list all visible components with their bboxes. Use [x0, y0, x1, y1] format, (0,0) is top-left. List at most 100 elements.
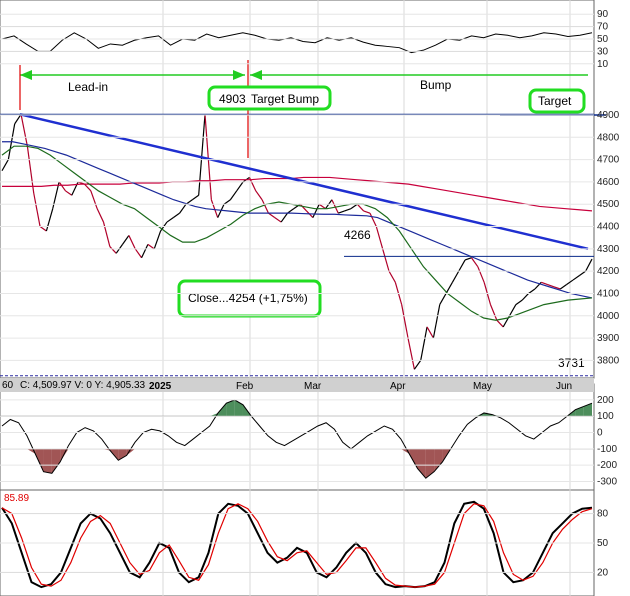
- oscillator-overbought-fill: [583, 403, 592, 417]
- price-segment: [65, 190, 73, 196]
- y-tick-label: 30: [597, 46, 609, 57]
- price-segment: [1, 159, 9, 172]
- y-tick-label: 100: [597, 411, 614, 422]
- y-tick-label: 4700: [597, 155, 620, 166]
- price-segment: [45, 208, 54, 232]
- y-tick-label: 4400: [597, 222, 620, 233]
- price-segment: [553, 286, 561, 290]
- x-tick-label: Apr: [390, 381, 406, 392]
- price-segment: [153, 230, 162, 250]
- level-3731-label: 3731: [558, 356, 585, 370]
- oscillator-oversold-fill: [425, 448, 435, 479]
- price-segment: [566, 279, 574, 286]
- price-segment: [141, 244, 149, 259]
- price-segment: [268, 212, 276, 219]
- y-tick-label: 3900: [597, 333, 620, 344]
- price-segment: [451, 270, 460, 283]
- stochastic-k-line: [1, 500, 593, 589]
- close-note: Close...4254 (+1,75%): [188, 291, 308, 305]
- price-segment: [191, 194, 200, 201]
- price-segment: [274, 217, 282, 223]
- oscillator-oversold-fill: [43, 448, 52, 474]
- status-left: 60: [2, 380, 14, 391]
- price-segment: [287, 208, 295, 214]
- oscillator-overbought-fill: [226, 399, 235, 417]
- oscillator-overbought-fill: [475, 412, 484, 417]
- target-box: [528, 88, 586, 114]
- price-segment: [128, 235, 136, 250]
- stochastic-d-line: [1, 503, 593, 588]
- price-segment: [236, 181, 244, 192]
- price-segment: [477, 266, 485, 283]
- price-segment: [445, 281, 453, 294]
- price-segment: [179, 203, 187, 214]
- price-segment: [515, 299, 523, 306]
- lead-in-arrow-left: [20, 70, 32, 80]
- ma-mid-line: [2, 141, 593, 299]
- price-segment: [166, 217, 174, 223]
- target-bump-box: [207, 85, 332, 111]
- price-segment: [388, 270, 396, 283]
- price-segment: [369, 212, 377, 227]
- lead-in-arrow-right: [233, 70, 245, 80]
- y-tick-label: 50: [597, 34, 609, 45]
- level-4266-label: 4266: [344, 228, 371, 242]
- x-tick-label: May: [473, 381, 492, 392]
- price-segment: [312, 203, 320, 218]
- price-segment: [261, 199, 269, 214]
- price-segment: [356, 203, 365, 212]
- price-segment: [33, 192, 41, 227]
- price-segment: [20, 114, 28, 147]
- x-tick-label: 2025: [149, 381, 172, 392]
- price-segment: [223, 199, 231, 205]
- price-segment: [134, 248, 143, 259]
- ma-short-line: [1, 145, 593, 321]
- price-segment: [489, 304, 498, 321]
- price-segment: [90, 190, 98, 209]
- price-segment: [541, 281, 548, 286]
- y-tick-label: 80: [597, 509, 609, 520]
- ma-long-line: [2, 176, 593, 212]
- y-tick-label: -200: [597, 460, 617, 471]
- y-tick-label: 10: [597, 59, 609, 70]
- bump-label: Bump: [420, 78, 452, 92]
- y-tick-label: 70: [597, 22, 609, 33]
- target-bump-value: 4903: [219, 92, 246, 106]
- x-tick-label: Jun: [556, 381, 572, 392]
- price-segment: [344, 208, 352, 212]
- price-segment: [338, 210, 345, 214]
- price-segment: [172, 212, 180, 219]
- price-segment: [528, 288, 536, 294]
- price-segment: [293, 203, 301, 210]
- y-tick-label: 4100: [597, 288, 620, 299]
- y-tick-label: 4900: [597, 110, 620, 121]
- y-tick-label: 4500: [597, 199, 620, 210]
- price-segment: [39, 226, 47, 232]
- price-segment: [464, 257, 472, 261]
- y-tick-label: 0: [597, 428, 603, 439]
- annotations: Lead-in Bump 4903 Target Bump Target Clo…: [19, 60, 606, 370]
- price-segment: [26, 146, 35, 194]
- y-tick-label: 20: [597, 567, 609, 578]
- oscillator-oversold-fill: [118, 448, 127, 461]
- price-segment: [521, 293, 529, 301]
- price-segment: [578, 270, 587, 277]
- price-segment: [432, 304, 441, 339]
- price-segment: [509, 304, 517, 317]
- price-segment: [147, 243, 155, 250]
- price-segment: [382, 248, 390, 272]
- target-bump-label: Target Bump: [251, 92, 319, 106]
- oscillator-oversold-fill: [434, 448, 443, 472]
- price-segment: [109, 246, 117, 254]
- price-segment: [439, 293, 447, 305]
- oscillator-oversold-fill: [35, 448, 44, 472]
- y-tick-label: 4300: [597, 244, 620, 255]
- oscillator-oversold-fill: [409, 448, 418, 469]
- price-segment: [401, 304, 409, 339]
- price-segment: [96, 208, 105, 223]
- price-segment: [426, 326, 434, 339]
- price-segment: [318, 203, 326, 210]
- stochastic-last-value: 85.89: [4, 493, 29, 504]
- price-segment: [470, 257, 479, 268]
